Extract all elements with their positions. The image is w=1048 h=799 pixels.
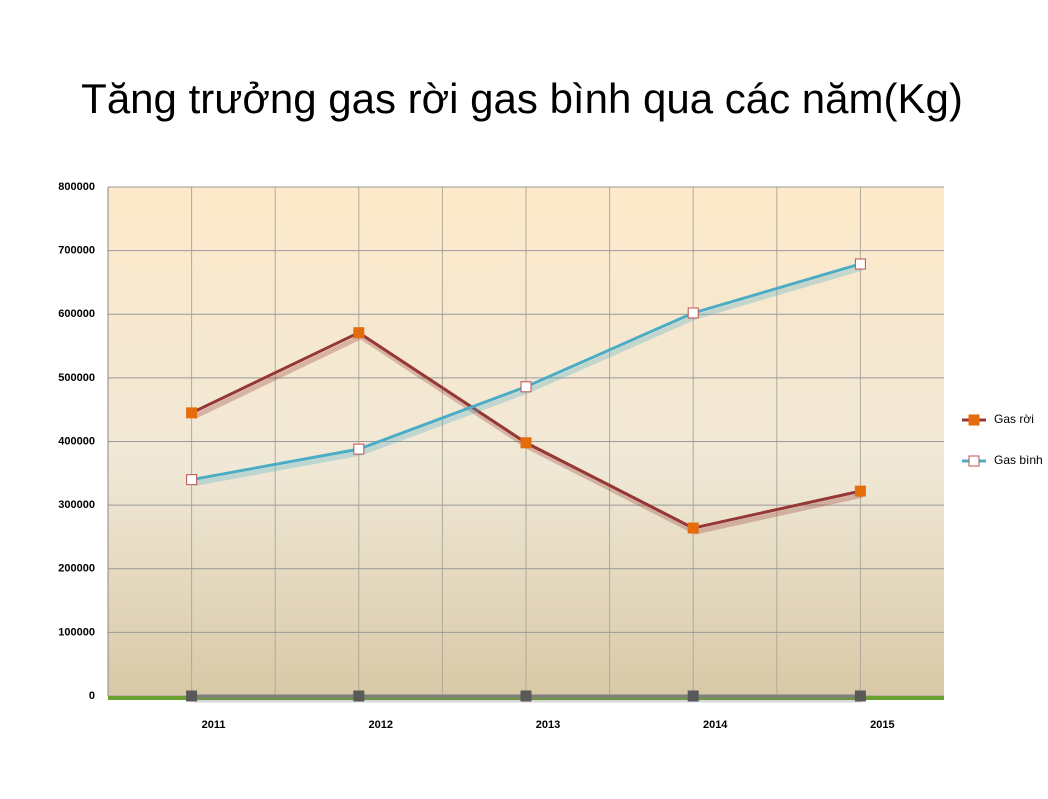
marker <box>687 307 699 319</box>
x-tick-label: 2012 <box>369 719 393 731</box>
marker <box>687 690 699 702</box>
marker <box>520 381 532 393</box>
y-tick-label: 200000 <box>58 563 95 575</box>
marker <box>186 474 198 486</box>
x-tick-label: 2011 <box>202 719 226 731</box>
x-tick-label: 2013 <box>536 719 560 731</box>
x-tick-label: 2015 <box>870 719 894 731</box>
marker <box>687 522 699 534</box>
marker <box>353 443 365 455</box>
legend-label: Gas bình <box>994 453 1043 467</box>
chart-title: Tăng trưởng gas rời gas bình qua các năm… <box>81 75 963 122</box>
marker <box>353 690 365 702</box>
y-tick-label: 800000 <box>58 181 95 193</box>
y-tick-label: 500000 <box>58 372 95 384</box>
marker <box>520 437 532 449</box>
marker <box>854 258 866 270</box>
y-tick-label: 300000 <box>58 499 95 511</box>
y-tick-label: 600000 <box>58 308 95 320</box>
y-tick-label: 700000 <box>58 245 95 257</box>
x-tick-label: 2014 <box>703 719 728 731</box>
legend-label: Gas rời <box>994 412 1034 426</box>
marker <box>854 690 866 702</box>
legend-marker <box>968 414 980 426</box>
marker <box>353 327 365 339</box>
marker <box>520 690 532 702</box>
marker <box>854 485 866 497</box>
y-tick-label: 0 <box>89 690 95 702</box>
marker <box>186 690 198 702</box>
marker <box>186 407 198 419</box>
y-tick-label: 100000 <box>58 626 95 638</box>
y-tick-label: 400000 <box>58 435 95 447</box>
legend-marker <box>968 455 980 467</box>
